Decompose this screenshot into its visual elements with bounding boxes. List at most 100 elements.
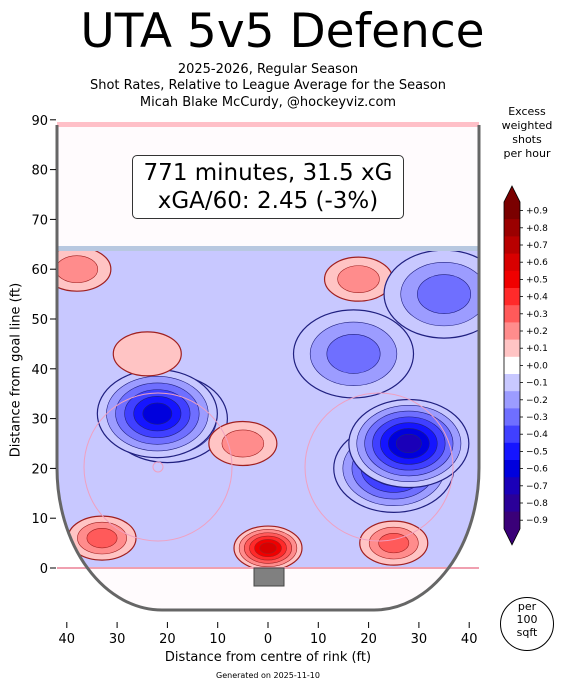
colorbar-swatch (504, 322, 520, 341)
colorbar-tick-label: +0.6 (526, 258, 548, 268)
y-axis: 0 10 20 30 40 50 60 70 80 90 (31, 114, 56, 577)
rink-boards (55, 125, 481, 612)
x-tick-label: 30 (109, 632, 126, 647)
per-area-line: sqft (516, 626, 538, 639)
colorbar-swatch (504, 460, 520, 478)
subtitle-line-1: 2025-2026, Regular Season (177, 62, 359, 77)
colorbar-tick-label: −0.8 (526, 499, 548, 509)
colorbar-tick-label: +0.4 (526, 293, 548, 303)
per-area-line: 100 (516, 613, 538, 626)
colorbar-swatch (504, 339, 520, 358)
colorbar-title-line: weighted (501, 119, 553, 132)
summary-box: 771 minutes, 31.5 xG xGA/60: 2.45 (-3%) (132, 155, 404, 219)
faceoff-circle-left (83, 392, 233, 542)
heatmap-area (57, 125, 479, 610)
y-tick-label: 20 (31, 462, 48, 477)
x-tick-label: 30 (411, 632, 428, 647)
y-tick-label: 80 (31, 164, 48, 179)
colorbar-swatch (504, 305, 520, 323)
far-boundary-line (57, 122, 479, 127)
x-tick-label: 0 (264, 632, 272, 647)
colorbar-title: Excess weighted shots per hour (492, 105, 562, 161)
colorbar-swatch (504, 408, 520, 427)
contour-region-8-level-1 (112, 331, 182, 377)
x-tick-label: 20 (159, 632, 176, 647)
colorbar-tick-label: +0.1 (526, 344, 548, 354)
y-tick-label: 10 (31, 512, 48, 527)
x-tick-label: 10 (310, 632, 327, 647)
colorbar-extend-top (504, 186, 520, 202)
colorbar-tick-label: +0.7 (526, 241, 548, 251)
contour-region-7-level-2 (337, 265, 380, 293)
per-area-line: per (517, 600, 537, 613)
colorbar-tick-label: −0.4 (526, 430, 548, 440)
colorbar-title-line: shots (512, 133, 542, 146)
summary-minutes-xg: 771 minutes, 31.5 xG (143, 160, 393, 186)
colorbar-tick-label: −0.9 (526, 516, 548, 526)
x-axis-label: Distance from centre of rink (ft) (164, 650, 372, 665)
contour-region-11-level-3 (326, 334, 381, 374)
contour-region-10-level-3 (417, 274, 472, 314)
colorbar-tick-label: −0.5 (526, 447, 548, 457)
colorbar-tick-label: +0.0 (526, 361, 548, 371)
y-tick-label: 50 (31, 313, 48, 328)
per-area-badge: per 100 sqft (500, 597, 554, 651)
x-tick-label: 40 (461, 632, 478, 647)
y-tick-label: 40 (31, 363, 48, 378)
y-tick-label: 70 (31, 213, 48, 228)
contour-region-5-level-3 (86, 528, 118, 549)
colorbar-swatch (504, 236, 520, 255)
y-tick-label: 60 (31, 263, 48, 278)
contour-region-4-level-6 (259, 542, 277, 554)
subtitle-line-2: Shot Rates, Relative to League Average f… (89, 78, 447, 93)
colorbar-frame (503, 185, 521, 546)
colorbar-swatch (504, 511, 520, 530)
contour-region-6-level-2 (57, 255, 99, 284)
colorbar-tick-label: +0.5 (526, 275, 548, 285)
colorbar-swatch (504, 391, 520, 409)
colorbar-swatch (504, 202, 520, 220)
y-tick-label: 90 (31, 114, 48, 129)
colorbar-swatch (504, 253, 520, 272)
colorbar-tick-label: −0.6 (526, 465, 548, 475)
colorbar-tick-label: −0.2 (526, 396, 548, 406)
colorbar-tick-label: +0.2 (526, 327, 548, 337)
colorbar-swatch (504, 356, 520, 375)
colorbar-title-line: per hour (503, 147, 551, 160)
x-tick-label: 20 (360, 632, 377, 647)
contour-region-12-level-3 (378, 533, 410, 554)
goal-net (253, 567, 285, 587)
colorbar: +0.9 +0.8 +0.7 +0.6 +0.5 +0.4 +0.3 +0.2 +0.1 +0.0… (503, 185, 548, 546)
colorbar-swatch (504, 477, 520, 495)
contour-regions (57, 246, 479, 571)
colorbar-tick-label: −0.1 (526, 379, 548, 389)
faceoff-circle-right (304, 392, 454, 542)
colorbar-swatch (504, 219, 520, 237)
colorbar-tick-label: +0.3 (526, 310, 548, 320)
colorbar-swatch (504, 494, 520, 513)
colorbar-tick-label: −0.3 (526, 413, 548, 423)
colorbar-extend-bottom (504, 528, 520, 545)
colorbar-title-line: Excess (508, 105, 546, 118)
colorbar-tick-label: +0.8 (526, 224, 548, 234)
y-axis-label: Distance from goal line (ft) (8, 282, 24, 458)
faceoff-dot-left (152, 461, 164, 473)
summary-xga-rate: xGA/60: 2.45 (-3%) (157, 188, 379, 214)
colorbar-swatch (504, 270, 520, 289)
generated-date: Generated on 2025-11-10 (216, 671, 320, 680)
x-tick-label: 10 (209, 632, 226, 647)
x-axis: 40 30 20 10 0 10 20 30 40 (59, 622, 478, 647)
contour-region-1-level-6 (142, 402, 173, 425)
colorbar-swatch (504, 442, 520, 461)
colorbar-tick-label: −0.7 (526, 482, 548, 492)
colorbar-swatch (504, 374, 520, 392)
x-tick-label: 40 (59, 632, 76, 647)
subtitle-line-3: Micah Blake McCurdy, @hockeyviz.com (139, 95, 397, 110)
contour-region-3-level-7 (395, 433, 422, 454)
y-tick-label: 30 (31, 413, 48, 428)
colorbar-swatch (504, 425, 520, 444)
colorbar-tick-label: +0.9 (526, 207, 548, 217)
chart-title: UTA 5v5 Defence (80, 4, 485, 59)
blue-line (57, 246, 479, 251)
